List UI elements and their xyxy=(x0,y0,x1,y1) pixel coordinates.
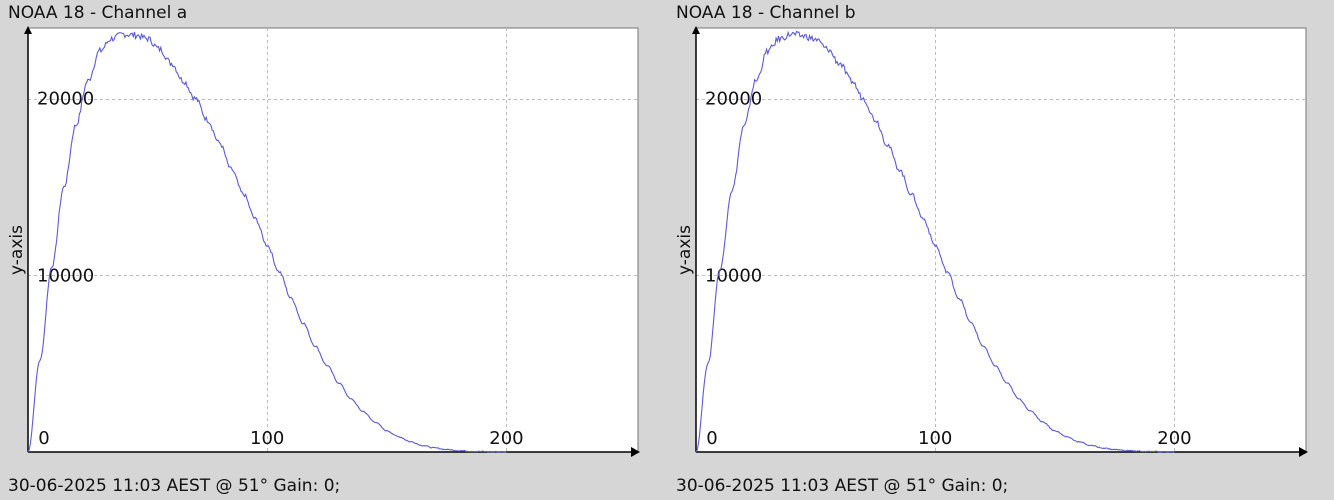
channel-b-x-tick-label-200: 200 xyxy=(1157,428,1191,449)
channel-b-x-tick-label-100: 100 xyxy=(918,428,952,449)
channel-a-panel: NOAA 18 - Channel a 0 100 200 10000 20000 y-a… xyxy=(0,0,658,500)
channel-b-x-tick-label-0: 0 xyxy=(706,428,717,449)
channel-a-y-axis-label: y-axis xyxy=(7,225,27,275)
channel-b-series-line xyxy=(695,30,1175,453)
channel-a-chart: 0 100 200 10000 20000 y-axis xyxy=(7,26,640,457)
channel-b-chart: 0 100 200 10000 20000 y-axis xyxy=(675,26,1308,457)
channel-a-y-tick-label-20000: 20000 xyxy=(37,89,94,110)
channel-b-y-axis-label: y-axis xyxy=(675,225,695,275)
channel-b-footer: 30-06-2025 11:03 AEST @ 51° Gain: 0; xyxy=(676,476,1009,496)
channel-b-y-tick-label-20000: 20000 xyxy=(705,89,762,110)
channel-b-y-axis-arrow xyxy=(692,26,700,34)
channel-a-y-axis-arrow xyxy=(24,26,32,34)
channel-a-plot-area xyxy=(27,27,639,453)
channel-b-y-tick-label-10000: 10000 xyxy=(705,265,762,286)
channel-a-x-tick-label-200: 200 xyxy=(489,428,523,449)
channel-a-footer: 30-06-2025 11:03 AEST @ 51° Gain: 0; xyxy=(8,476,341,496)
channel-b-title: NOAA 18 - Channel b xyxy=(676,3,856,23)
channel-a-y-tick-label-10000: 10000 xyxy=(37,265,94,286)
channel-b-plot-area xyxy=(695,27,1307,453)
channel-a-series-line xyxy=(27,31,507,453)
channel-a-x-tick-label-0: 0 xyxy=(38,428,49,449)
channel-a-title: NOAA 18 - Channel a xyxy=(8,3,188,23)
channel-b-panel: NOAA 18 - Channel b 0 100 200 10000 20000 y-a… xyxy=(668,0,1326,500)
channel-a-x-tick-label-100: 100 xyxy=(250,428,284,449)
channel-b-x-axis-arrow xyxy=(1299,447,1308,457)
channel-a-x-axis-arrow xyxy=(631,447,640,457)
